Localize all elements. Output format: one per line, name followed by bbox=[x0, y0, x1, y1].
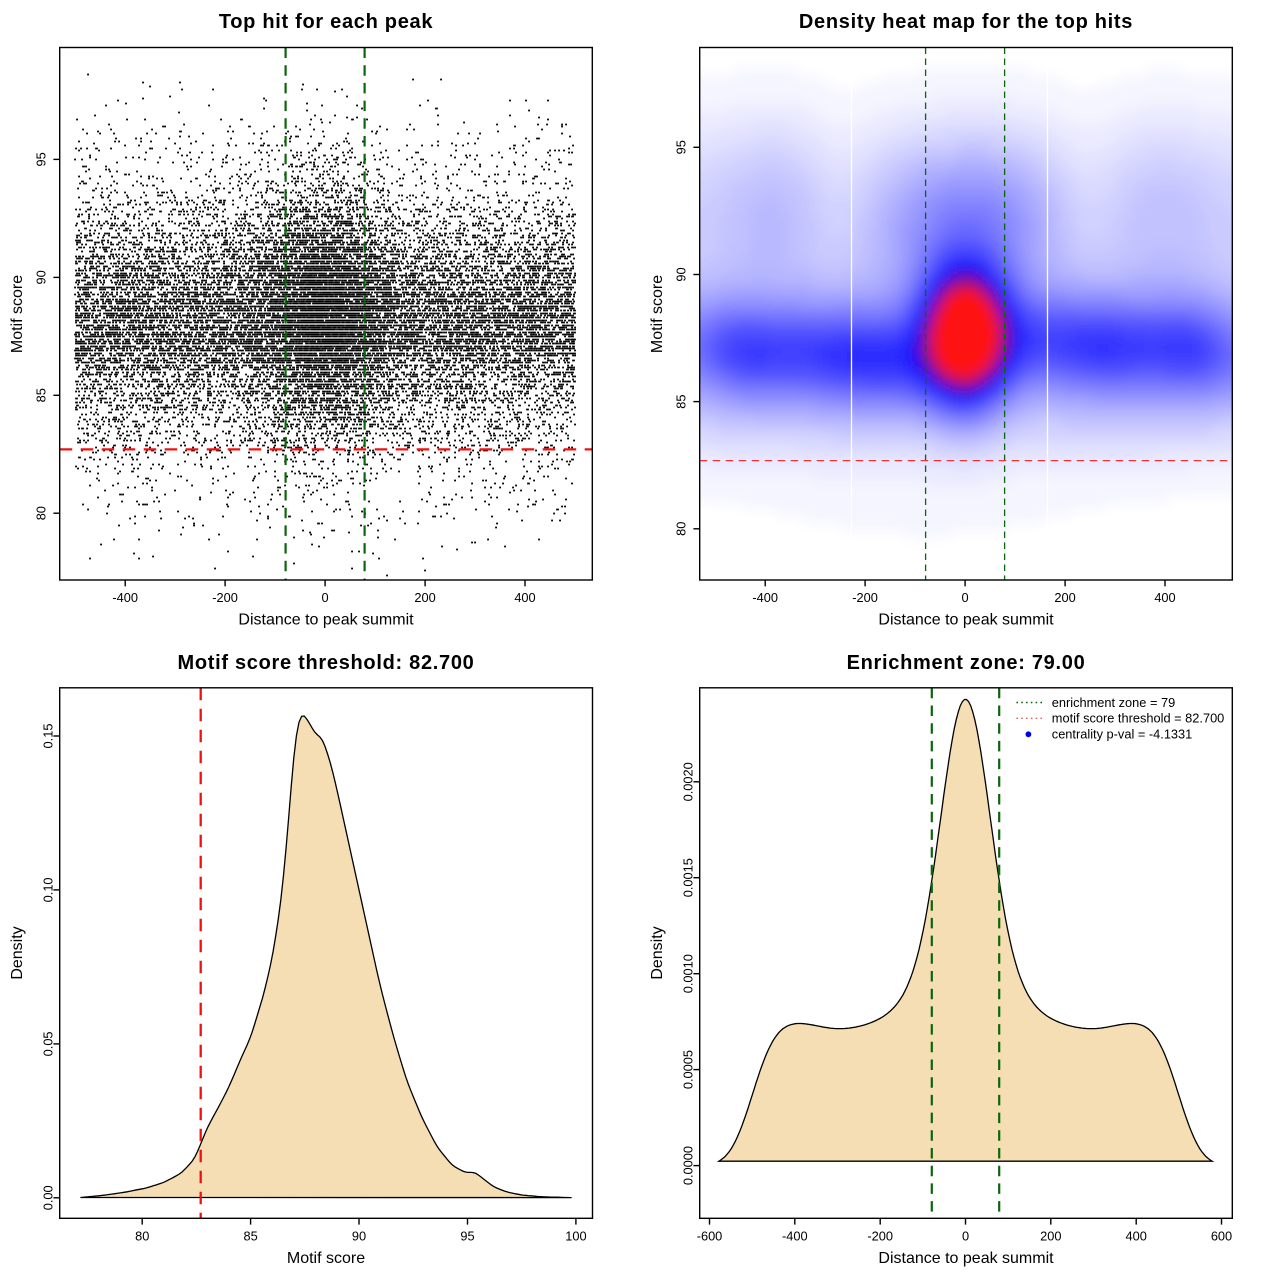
svg-text:95: 95 bbox=[460, 1229, 474, 1244]
svg-text:90: 90 bbox=[34, 270, 49, 284]
svg-text:80: 80 bbox=[674, 522, 689, 536]
svg-text:Distance to peak summit: Distance to peak summit bbox=[878, 612, 1054, 629]
svg-text:0.05: 0.05 bbox=[40, 1031, 55, 1056]
svg-text:100: 100 bbox=[565, 1229, 586, 1244]
svg-text:-200: -200 bbox=[867, 1229, 893, 1244]
svg-text:0.0000: 0.0000 bbox=[680, 1146, 695, 1185]
svg-text:80: 80 bbox=[34, 506, 49, 520]
svg-text:0.00: 0.00 bbox=[40, 1185, 55, 1210]
svg-text:0.15: 0.15 bbox=[40, 724, 55, 749]
svg-text:400: 400 bbox=[1126, 1229, 1147, 1244]
svg-text:Density heat map for the top h: Density heat map for the top hits bbox=[799, 11, 1133, 33]
svg-text:85: 85 bbox=[34, 388, 49, 402]
svg-text:-600: -600 bbox=[697, 1229, 723, 1244]
svg-text:600: 600 bbox=[1211, 1229, 1232, 1244]
svg-text:85: 85 bbox=[243, 1229, 257, 1244]
svg-text:400: 400 bbox=[514, 590, 535, 605]
svg-text:200: 200 bbox=[414, 590, 435, 605]
svg-text:95: 95 bbox=[674, 140, 689, 154]
svg-text:0: 0 bbox=[322, 590, 329, 605]
svg-text:Motif score: Motif score bbox=[287, 1250, 365, 1267]
svg-text:0.0015: 0.0015 bbox=[680, 858, 695, 897]
svg-text:90: 90 bbox=[352, 1229, 366, 1244]
svg-text:0: 0 bbox=[962, 1229, 969, 1244]
svg-text:Distance to peak summit: Distance to peak summit bbox=[238, 612, 414, 629]
svg-text:80: 80 bbox=[135, 1229, 149, 1244]
svg-text:-200: -200 bbox=[212, 590, 238, 605]
svg-text:Motif score threshold: 82.700: Motif score threshold: 82.700 bbox=[177, 652, 474, 674]
svg-text:centrality p-val = -4.1331: centrality p-val = -4.1331 bbox=[1052, 726, 1193, 741]
svg-text:0.0020: 0.0020 bbox=[680, 762, 695, 801]
svg-text:400: 400 bbox=[1154, 590, 1175, 605]
svg-text:0.10: 0.10 bbox=[40, 877, 55, 902]
svg-text:-400: -400 bbox=[782, 1229, 808, 1244]
svg-text:Top hit for each peak: Top hit for each peak bbox=[219, 11, 434, 33]
svg-text:-400: -400 bbox=[752, 590, 778, 605]
svg-text:Enrichment zone: 79.00: Enrichment zone: 79.00 bbox=[847, 652, 1086, 674]
svg-text:-400: -400 bbox=[112, 590, 138, 605]
svg-text:Density: Density bbox=[9, 926, 26, 979]
svg-text:Density: Density bbox=[649, 926, 666, 979]
svg-text:Distance to peak summit: Distance to peak summit bbox=[878, 1250, 1054, 1267]
svg-text:enrichment zone = 79: enrichment zone = 79 bbox=[1052, 695, 1175, 710]
svg-text:95: 95 bbox=[34, 152, 49, 166]
svg-text:0.0005: 0.0005 bbox=[680, 1050, 695, 1089]
svg-text:85: 85 bbox=[674, 394, 689, 408]
svg-text:200: 200 bbox=[1040, 1229, 1061, 1244]
svg-text:200: 200 bbox=[1054, 590, 1075, 605]
svg-text:Motif score: Motif score bbox=[9, 275, 26, 353]
svg-text:-200: -200 bbox=[852, 590, 878, 605]
svg-text:Motif score: Motif score bbox=[649, 275, 666, 353]
svg-text:90: 90 bbox=[674, 267, 689, 281]
svg-text:0.0010: 0.0010 bbox=[680, 954, 695, 993]
svg-text:0: 0 bbox=[962, 590, 969, 605]
svg-text:motif score threshold = 82.700: motif score threshold = 82.700 bbox=[1052, 711, 1225, 726]
